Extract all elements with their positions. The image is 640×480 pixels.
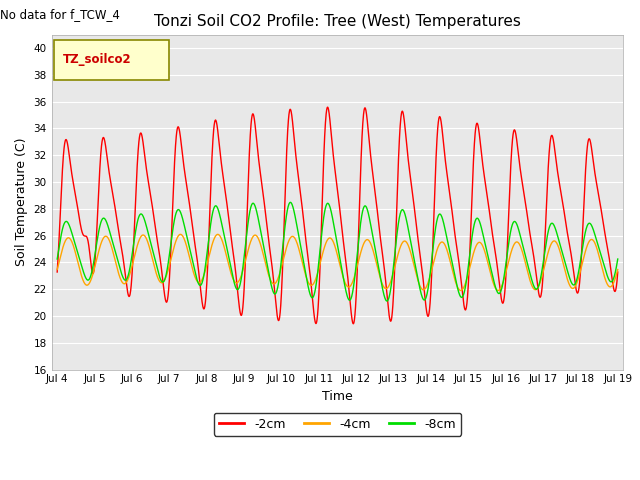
Text: No data for f_TCW_4: No data for f_TCW_4 (0, 8, 120, 21)
-2cm (292, 158, 300, 164)
-8cm (543, 236, 550, 242)
-4cm (543, 255, 550, 261)
-8cm (287, 200, 294, 205)
-4cm (292, 239, 300, 245)
-2cm (53, 269, 61, 275)
-8cm (117, 269, 125, 275)
-8cm (614, 256, 621, 262)
-4cm (604, 281, 611, 287)
-2cm (117, 243, 125, 249)
-4cm (457, 288, 465, 293)
Line: -2cm: -2cm (57, 107, 618, 324)
Line: -8cm: -8cm (57, 203, 618, 301)
X-axis label: Time: Time (322, 390, 353, 403)
-2cm (324, 104, 332, 110)
-8cm (53, 256, 61, 262)
-8cm (150, 254, 158, 260)
Line: -4cm: -4cm (57, 234, 618, 290)
Text: TZ_soilco2: TZ_soilco2 (63, 53, 132, 66)
Legend: -2cm, -4cm, -8cm: -2cm, -4cm, -8cm (214, 413, 461, 436)
-2cm (150, 218, 158, 224)
-4cm (150, 264, 158, 270)
FancyBboxPatch shape (54, 40, 169, 80)
-4cm (117, 277, 125, 283)
-8cm (383, 298, 391, 304)
-8cm (292, 221, 300, 227)
-4cm (269, 280, 276, 286)
-2cm (349, 321, 357, 326)
-2cm (614, 269, 621, 275)
-2cm (268, 264, 276, 270)
-4cm (614, 267, 621, 273)
-8cm (268, 286, 276, 291)
Title: Tonzi Soil CO2 Profile: Tree (West) Temperatures: Tonzi Soil CO2 Profile: Tree (West) Temp… (154, 14, 521, 29)
-2cm (604, 242, 611, 248)
-4cm (177, 231, 184, 237)
-4cm (53, 267, 61, 273)
-8cm (604, 272, 611, 278)
-2cm (543, 196, 550, 202)
Y-axis label: Soil Temperature (C): Soil Temperature (C) (15, 138, 28, 266)
